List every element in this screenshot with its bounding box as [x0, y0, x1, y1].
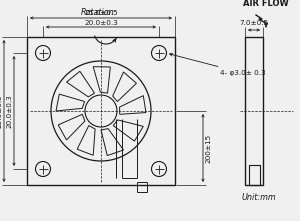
- Text: 20.0±0.3: 20.0±0.3: [6, 94, 12, 128]
- Bar: [245, 37, 263, 185]
- Text: 25.0±0.5: 25.0±0.5: [84, 10, 118, 16]
- Text: AIR FLOW: AIR FLOW: [243, 0, 289, 8]
- Bar: [248, 165, 260, 185]
- Text: 25.0±0.5: 25.0±0.5: [0, 94, 2, 128]
- Text: 200±15: 200±15: [205, 133, 211, 163]
- Text: Rotation: Rotation: [81, 8, 115, 17]
- Text: Unit:mm: Unit:mm: [242, 193, 276, 202]
- Text: 20.0±0.3: 20.0±0.3: [84, 20, 118, 26]
- Text: 4- φ3.0± 0.3: 4- φ3.0± 0.3: [169, 53, 266, 76]
- Text: 7.0±0.5: 7.0±0.5: [239, 20, 268, 26]
- Bar: [27, 37, 175, 185]
